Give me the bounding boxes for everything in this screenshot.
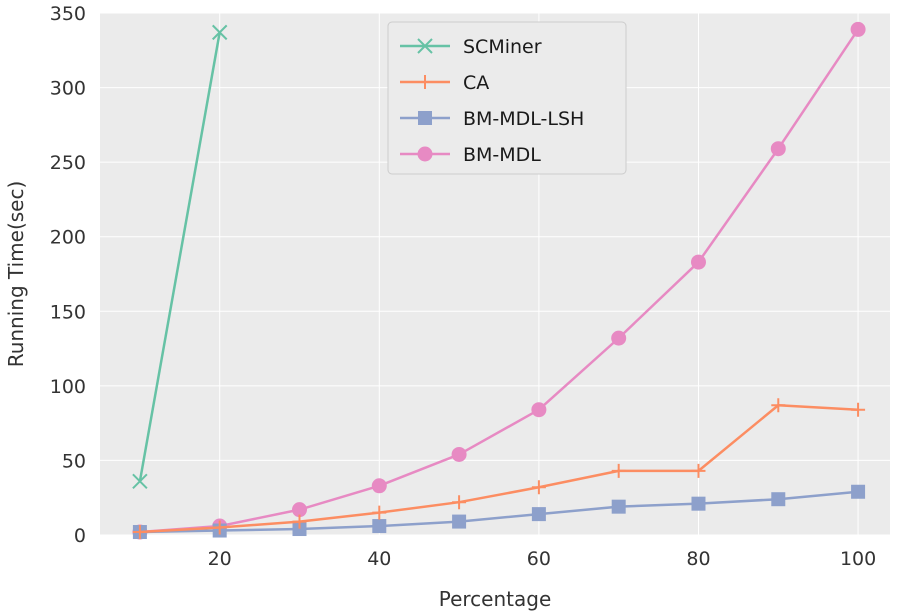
y-axis-label: Running Time(sec)	[4, 181, 28, 368]
series-layer	[132, 21, 866, 540]
legend-label: BM-MDL-LSH	[463, 108, 584, 130]
data-point	[452, 514, 467, 529]
data-point	[132, 473, 148, 490]
data-point	[372, 519, 387, 534]
data-point	[451, 446, 467, 462]
data-point	[691, 463, 706, 478]
data-point	[211, 24, 228, 41]
y-tick-label: 250	[50, 152, 86, 174]
data-point	[531, 402, 547, 418]
legend-box	[387, 21, 627, 175]
y-tick-label: 100	[50, 376, 86, 398]
legend-marker	[417, 38, 433, 54]
legend-label: SCMiner	[463, 36, 542, 58]
x-tick-label: 60	[527, 548, 551, 570]
series-bm-mdl-lsh	[132, 484, 866, 540]
legend-item: BM-MDL	[400, 144, 541, 166]
data-point	[372, 505, 387, 520]
series-line	[139, 490, 859, 534]
data-point	[611, 330, 627, 346]
data-point	[531, 507, 546, 522]
data-point	[132, 525, 147, 540]
legend-item: CA	[400, 72, 489, 94]
data-point	[292, 514, 307, 529]
legend: SCMiner CA BM-MDL-LSH BM-MDL	[387, 21, 627, 175]
data-point	[850, 21, 866, 37]
data-point	[212, 520, 227, 535]
data-point	[292, 522, 307, 537]
x-tick-label: 80	[686, 548, 710, 570]
series-scminer	[132, 24, 228, 490]
y-tick-label: 150	[50, 301, 86, 323]
series-ca	[132, 398, 866, 540]
data-point	[452, 495, 467, 510]
legend-marker	[418, 111, 432, 125]
legend-label: CA	[463, 72, 489, 94]
x-axis-label: Percentage	[439, 587, 552, 611]
legend-item: BM-MDL-LSH	[400, 108, 584, 130]
data-point	[771, 492, 786, 507]
axis-ticks: 20 40 60 80 100 0 50 100 150 200 250 300 350	[50, 3, 876, 570]
x-tick-label: 40	[367, 548, 391, 570]
legend-marker	[418, 75, 432, 89]
legend-item: SCMiner	[400, 36, 542, 58]
x-tick-label: 20	[208, 548, 232, 570]
data-point	[531, 480, 546, 495]
data-point	[851, 402, 866, 417]
data-point	[291, 502, 307, 518]
legend-label: BM-MDL	[463, 144, 541, 166]
data-point	[771, 398, 786, 413]
y-tick-label: 200	[50, 227, 86, 249]
data-point	[851, 484, 866, 499]
series-line	[139, 28, 860, 534]
y-tick-label: 350	[50, 3, 86, 25]
data-point	[691, 496, 706, 511]
series-line	[138, 32, 221, 482]
y-tick-label: 50	[62, 450, 86, 472]
data-point	[690, 254, 706, 270]
data-point	[371, 478, 387, 494]
data-point	[611, 463, 626, 478]
series-line	[139, 403, 859, 534]
data-point	[770, 141, 786, 157]
legend-marker	[417, 146, 433, 162]
x-tick-label: 100	[840, 548, 876, 570]
y-tick-label: 300	[50, 78, 86, 100]
y-tick-label: 0	[74, 525, 86, 547]
data-point	[611, 499, 626, 514]
